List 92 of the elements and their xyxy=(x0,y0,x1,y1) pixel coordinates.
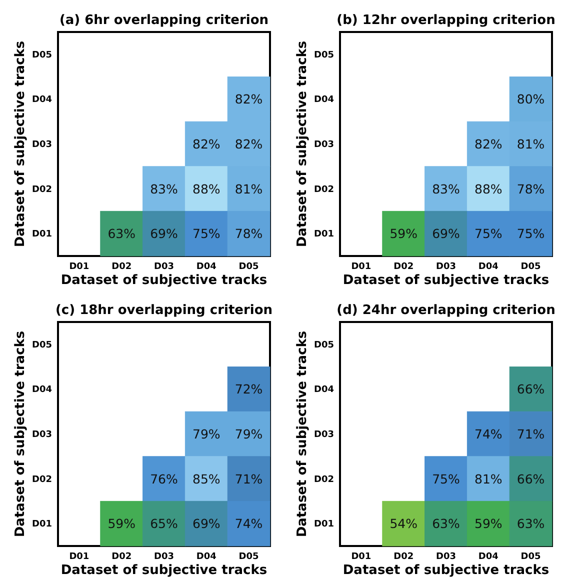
y-tick-label: D02 xyxy=(32,474,52,485)
x-axis-title: Dataset of subjective tracks xyxy=(342,273,550,288)
y-tick-label: D04 xyxy=(32,95,52,106)
data-label: 81% xyxy=(234,181,263,196)
data-label: 59% xyxy=(390,226,418,242)
x-tick-label: D03 xyxy=(154,552,174,562)
data-label: 82% xyxy=(234,136,263,152)
data-label: 59% xyxy=(474,516,502,532)
data-label: 71% xyxy=(516,426,545,442)
data-label: 63% xyxy=(432,516,460,532)
y-tick-label: D05 xyxy=(314,50,334,60)
x-axis-title: Dataset of subjective tracks xyxy=(60,273,268,288)
x-tick-label: D02 xyxy=(394,262,414,272)
data-label: 69% xyxy=(192,516,220,532)
x-tick-label: D05 xyxy=(520,552,541,562)
chart-title: (d) 24hr overlapping criterion xyxy=(336,303,556,318)
data-label: 71% xyxy=(234,471,263,486)
data-label: 82% xyxy=(234,92,263,107)
data-label: 74% xyxy=(234,516,263,532)
data-label: 85% xyxy=(192,471,220,486)
data-label: 83% xyxy=(432,181,460,196)
y-tick-label: D02 xyxy=(314,184,334,195)
chart-title: (c) 18hr overlapping criterion xyxy=(55,303,273,318)
y-axis-title: Dataset of subjective tracks xyxy=(295,330,310,538)
y-tick-label: D01 xyxy=(32,520,52,530)
x-tick-label: D05 xyxy=(520,262,541,272)
y-axis-title: Dataset of subjective tracks xyxy=(13,40,28,248)
x-axis-title: Dataset of subjective tracks xyxy=(342,563,550,578)
data-label: 88% xyxy=(474,181,502,196)
x-tick-label: D04 xyxy=(196,262,216,272)
y-tick-label: D03 xyxy=(314,430,334,440)
y-tick-label: D02 xyxy=(314,474,334,485)
x-tick-label: D04 xyxy=(478,262,498,272)
data-label: 69% xyxy=(432,226,460,242)
x-tick-label: D02 xyxy=(394,552,414,562)
chart-title: (a) 6hr overlapping criterion xyxy=(59,13,269,28)
data-label: 75% xyxy=(474,226,502,242)
x-axis-title: Dataset of subjective tracks xyxy=(60,563,268,578)
x-tick-label: D01 xyxy=(351,552,372,562)
data-label: 66% xyxy=(516,382,545,397)
data-label: 83% xyxy=(150,181,178,196)
data-label: 81% xyxy=(516,136,545,152)
data-label: 76% xyxy=(150,471,178,486)
y-tick-label: D04 xyxy=(314,95,334,106)
x-tick-label: D03 xyxy=(154,262,174,272)
data-label: 79% xyxy=(192,426,220,442)
data-label: 81% xyxy=(474,471,502,486)
data-label: 63% xyxy=(108,226,136,242)
y-tick-label: D03 xyxy=(32,430,52,440)
data-label: 78% xyxy=(234,226,263,242)
data-label: 59% xyxy=(108,516,136,532)
data-label: 63% xyxy=(516,516,545,532)
data-label: 82% xyxy=(474,136,502,152)
data-label: 78% xyxy=(516,181,545,196)
y-tick-label: D03 xyxy=(32,140,52,150)
data-label: 75% xyxy=(516,226,545,242)
x-tick-label: D04 xyxy=(478,552,498,562)
data-label: 66% xyxy=(516,471,545,486)
data-label: 80% xyxy=(516,92,545,107)
x-tick-label: D01 xyxy=(69,262,90,272)
y-tick-label: D01 xyxy=(314,230,334,240)
chart-title: (b) 12hr overlapping criterion xyxy=(336,13,556,28)
y-tick-label: D04 xyxy=(32,385,52,396)
data-label: 75% xyxy=(432,471,460,486)
x-tick-label: D01 xyxy=(69,552,90,562)
data-label: 88% xyxy=(192,181,220,196)
y-axis-title: Dataset of subjective tracks xyxy=(13,330,28,538)
y-tick-label: D03 xyxy=(314,140,334,150)
y-axis-title: Dataset of subjective tracks xyxy=(295,40,310,248)
data-label: 79% xyxy=(234,426,263,442)
data-label: 65% xyxy=(150,516,178,532)
x-tick-label: D05 xyxy=(238,262,259,272)
y-tick-label: D02 xyxy=(32,184,52,195)
x-tick-label: D02 xyxy=(112,552,132,562)
y-tick-label: D05 xyxy=(32,340,52,350)
data-label: 72% xyxy=(234,382,263,397)
x-tick-label: D04 xyxy=(196,552,216,562)
data-label: 82% xyxy=(192,136,220,152)
y-tick-label: D05 xyxy=(314,340,334,350)
x-tick-label: D03 xyxy=(436,552,456,562)
y-tick-label: D01 xyxy=(32,230,52,240)
x-tick-label: D03 xyxy=(436,262,456,272)
y-tick-label: D01 xyxy=(314,520,334,530)
data-label: 54% xyxy=(390,516,418,532)
x-tick-label: D02 xyxy=(112,262,132,272)
y-tick-label: D04 xyxy=(314,385,334,396)
data-label: 74% xyxy=(474,426,502,442)
x-tick-label: D05 xyxy=(238,552,259,562)
y-tick-label: D05 xyxy=(32,50,52,60)
data-label: 75% xyxy=(192,226,220,242)
data-label: 69% xyxy=(150,226,178,242)
x-tick-label: D01 xyxy=(351,262,372,272)
